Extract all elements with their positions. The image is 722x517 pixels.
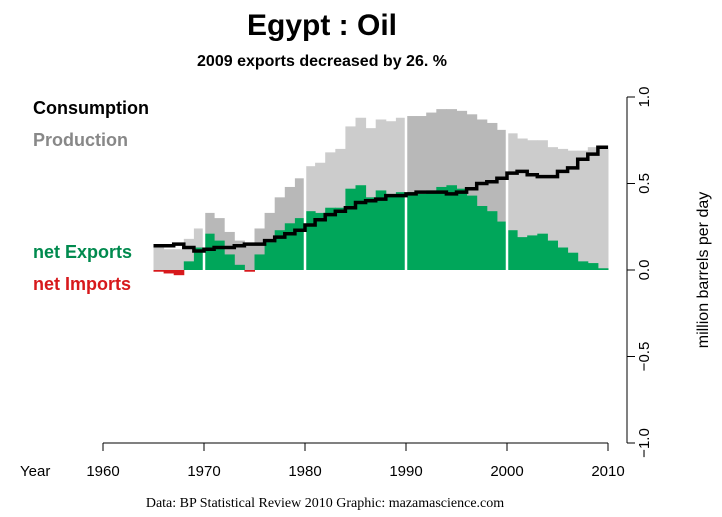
export-bar-1985 (355, 185, 367, 270)
x-axis: 1960 1970 1980 1990 2000 2010 (86, 442, 625, 480)
production-bar-2008 (587, 147, 599, 270)
x-tick-label-1960: 1960 (86, 463, 119, 480)
export-bar-1991 (416, 193, 427, 270)
legend: Consumption Production net Exports net Impo… (33, 98, 149, 294)
export-bar-1998 (486, 211, 498, 270)
export-bar-1968 (183, 261, 195, 270)
production-bar-1998 (486, 122, 498, 270)
y-tick-label-0: −1.0 (636, 428, 653, 458)
export-bar-1994 (446, 185, 457, 270)
export-bar-1988 (385, 195, 397, 270)
import-bar-1967 (173, 270, 185, 276)
export-bar-1977 (274, 230, 286, 270)
y-axis: −1.0 −0.5 0.0 0.5 1.0 (626, 87, 653, 458)
chart-title: Egypt : Oil (247, 9, 397, 42)
production-bar-2004 (547, 147, 558, 270)
production-bar-1999 (496, 129, 508, 270)
export-bar-1980 (305, 211, 316, 270)
production-bar-1966 (163, 249, 175, 270)
production-bar-1967 (173, 249, 185, 270)
export-bar-1999 (496, 221, 508, 270)
export-bars (183, 185, 609, 270)
x-tick-label-1970: 1970 (187, 463, 220, 480)
export-bar-2002 (527, 235, 538, 270)
export-bar-1975 (254, 254, 266, 270)
export-bar-2004 (547, 240, 558, 270)
export-bar-1972 (224, 254, 235, 270)
production-bar-2007 (577, 150, 589, 270)
chart-subtitle: 2009 exports decreased by 26. % (197, 53, 447, 70)
export-bar-2008 (587, 263, 599, 270)
export-bar-1989 (395, 192, 407, 270)
production-bar-2006 (567, 150, 579, 270)
export-bar-1970 (204, 233, 215, 270)
production-bar-1965 (153, 247, 165, 270)
export-bar-1978 (284, 223, 296, 270)
export-bar-1969 (193, 247, 205, 270)
x-tick-label-1990: 1990 (389, 463, 422, 480)
export-bar-1976 (264, 242, 276, 270)
production-bar-1997 (476, 119, 488, 271)
production-bar-1973 (234, 240, 245, 270)
export-bar-1986 (365, 197, 377, 270)
data-source-caption: Data: BP Statistical Review 2010 Graphic… (146, 496, 504, 511)
export-bar-1973 (234, 264, 245, 270)
production-bar-2001 (517, 138, 528, 270)
y-axis-label: million barrels per day (695, 192, 712, 349)
import-bar-1966 (163, 270, 175, 274)
y-tick-label-4: 1.0 (636, 87, 653, 108)
export-bar-1997 (476, 205, 488, 270)
export-bar-2006 (567, 252, 579, 270)
y-tick-label-1: −0.5 (636, 342, 653, 372)
export-bar-1979 (294, 218, 306, 270)
production-bar-1968 (183, 238, 195, 270)
y-tick-label-3: 0.5 (636, 173, 653, 194)
export-bar-2003 (537, 233, 548, 270)
export-bar-1981 (315, 212, 326, 270)
export-bar-1990 (406, 192, 417, 270)
export-bar-1982 (325, 207, 336, 270)
legend-item-consumption: Consumption (33, 98, 149, 118)
import-bars (153, 270, 255, 276)
export-bar-1995 (456, 188, 468, 270)
legend-item-production: Production (33, 130, 128, 150)
legend-item-net-imports: net Imports (33, 274, 131, 294)
export-bar-1971 (214, 240, 225, 270)
import-bar-1974 (244, 270, 255, 272)
production-bar-1975 (254, 228, 266, 270)
decade-lines (202, 105, 509, 270)
x-tick-label-1980: 1980 (288, 463, 321, 480)
export-bar-2005 (557, 247, 569, 270)
production-bar-1974 (244, 244, 255, 270)
x-tick-label-2010: 2010 (591, 463, 624, 480)
export-bar-2000 (507, 230, 518, 270)
export-bar-2001 (517, 237, 528, 270)
production-bar-2005 (557, 148, 569, 270)
production-bar-2000 (507, 133, 518, 270)
consumption-line (153, 145, 608, 253)
production-bar-2003 (537, 140, 548, 270)
export-bar-2007 (577, 261, 589, 270)
export-bar-1987 (375, 190, 387, 270)
export-bar-1993 (436, 186, 447, 270)
export-bar-1996 (466, 195, 478, 270)
export-bar-1992 (426, 190, 437, 270)
x-tick-label-2000: 2000 (490, 463, 523, 480)
production-bar-1996 (466, 114, 478, 270)
export-bar-2009 (597, 268, 609, 270)
production-bar-2009 (597, 145, 609, 270)
export-bar-1983 (335, 207, 346, 270)
x-axis-label: Year (20, 463, 50, 480)
production-bar-1972 (224, 231, 235, 270)
y-tick-label-2: 0.0 (636, 260, 653, 281)
legend-item-net-exports: net Exports (33, 242, 132, 262)
export-bar-1984 (345, 188, 356, 270)
production-bar-2002 (527, 140, 538, 270)
import-bar-1965 (153, 270, 165, 272)
